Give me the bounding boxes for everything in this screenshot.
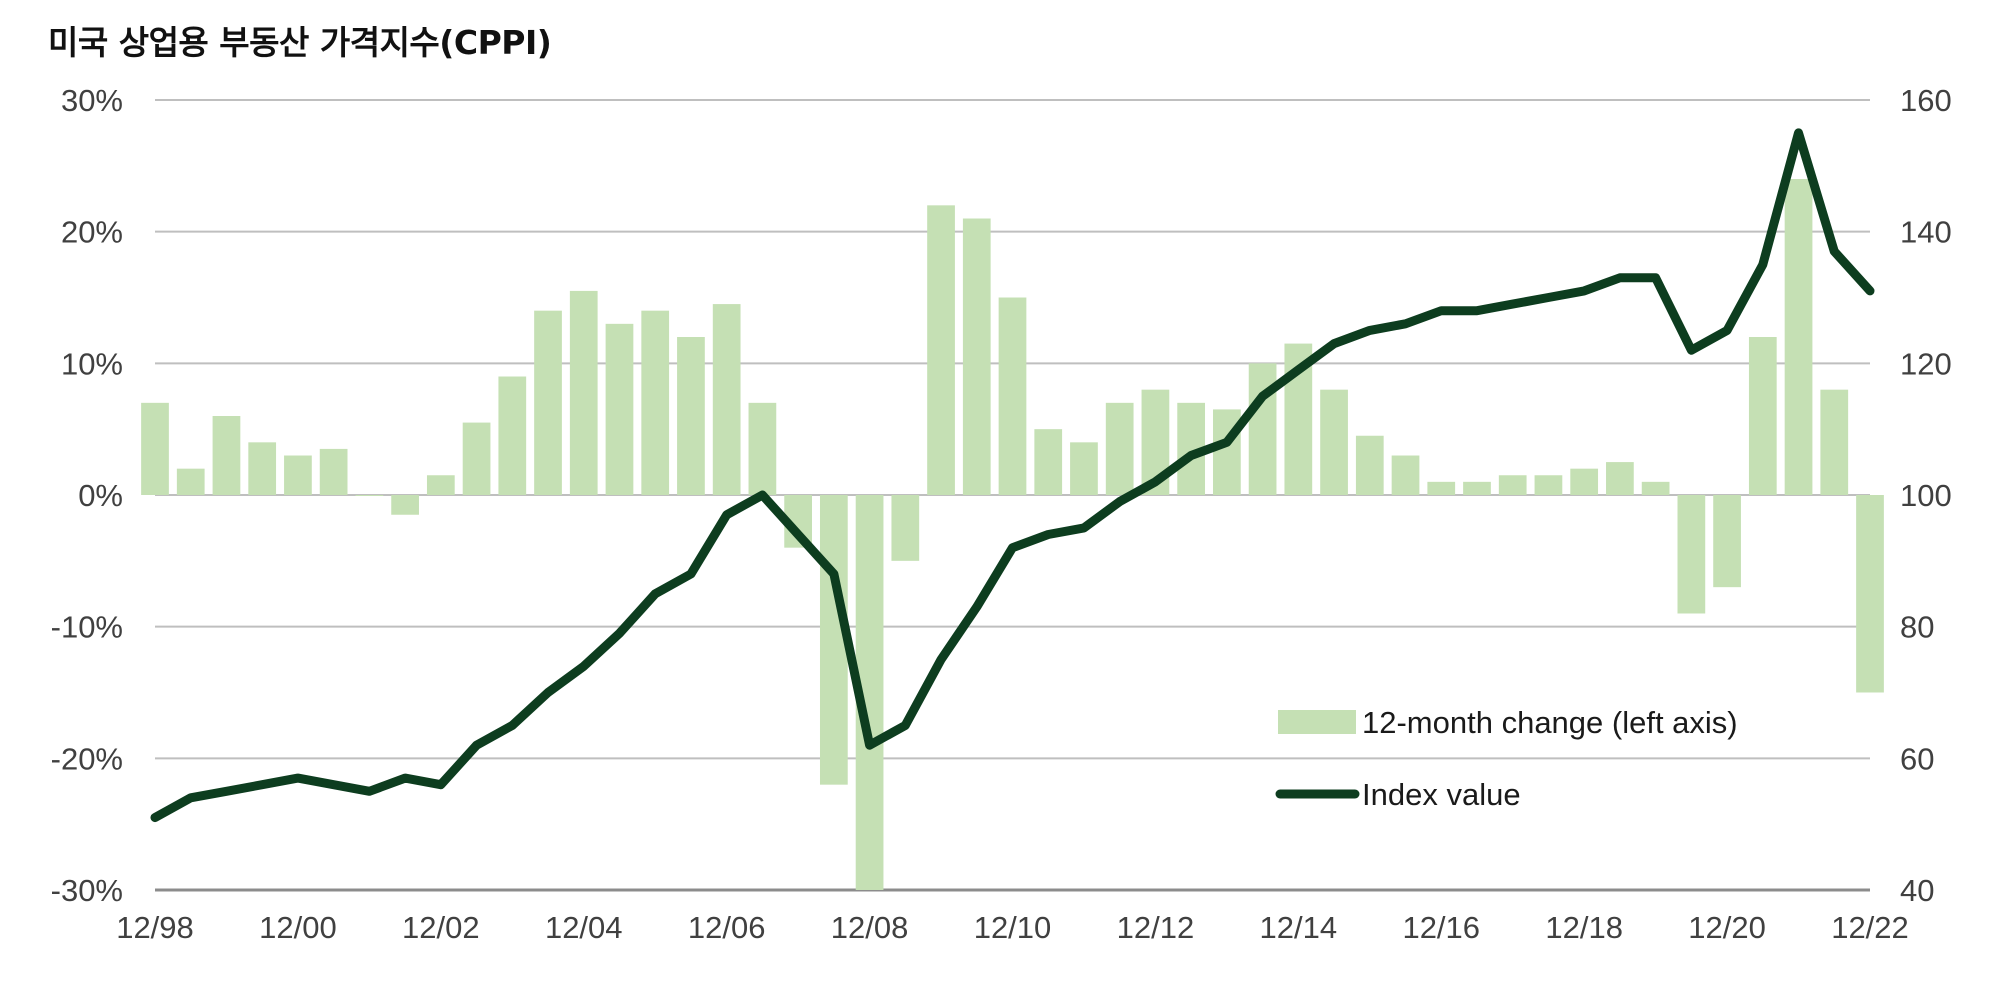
right-axis-tick-label: 160: [1900, 83, 1952, 118]
right-axis-tick-label: 60: [1900, 741, 1934, 776]
right-axis-tick-label: 80: [1900, 610, 1934, 645]
change-bar: [1355, 435, 1384, 495]
x-axis-tick-label: 12/98: [116, 910, 194, 945]
change-bar: [1641, 481, 1670, 495]
right-axis-tick-label: 140: [1900, 215, 1952, 250]
legend-label-line: Index value: [1362, 777, 1521, 812]
change-bar: [1820, 389, 1849, 495]
change-bar: [1534, 475, 1563, 495]
change-bar: [677, 337, 705, 495]
change-bar: [1856, 495, 1884, 693]
left-axis-tick-label: 20%: [61, 215, 123, 250]
change-bar: [462, 422, 491, 495]
change-bar: [355, 495, 384, 496]
x-axis-tick-label: 12/12: [1117, 910, 1195, 945]
x-axis-tick-label: 12/14: [1260, 910, 1338, 945]
change-bar: [641, 310, 670, 495]
change-bar: [1320, 389, 1348, 495]
x-axis-tick-label: 12/10: [974, 910, 1052, 945]
chart-title: 미국 상업용 부동산 가격지수(CPPI): [48, 23, 552, 62]
legend: 12-month change (left axis) Index value: [1275, 705, 1738, 812]
change-bar: [498, 376, 527, 495]
x-axis-tick-label: 12/04: [545, 910, 623, 945]
change-bar: [426, 475, 455, 495]
x-axis-tick-label: 12/20: [1688, 910, 1766, 945]
change-bars: [141, 179, 1884, 890]
right-axis-tick-label: 40: [1900, 873, 1934, 908]
change-bar: [248, 442, 277, 495]
change-bar: [1498, 475, 1527, 495]
change-bar: [534, 310, 562, 495]
index-line-layer: [150, 128, 1875, 823]
left-axis-tick-label: -10%: [51, 610, 123, 645]
change-bar: [1677, 495, 1706, 614]
x-axis-tick-label: 12/02: [402, 910, 480, 945]
x-axis-tick-label: 12/22: [1831, 910, 1909, 945]
left-axis-tick-label: -20%: [51, 741, 123, 776]
axes: 30% 160 20% 140 10% 120 0% 100 -10% 80 -20% 60 -30% 4…: [51, 83, 1952, 945]
change-bar: [1463, 481, 1491, 495]
left-axis-tick-label: 0%: [78, 478, 123, 513]
left-axis-tick-label: 30%: [61, 83, 123, 118]
right-axis-tick-label: 100: [1900, 478, 1952, 513]
legend-swatch-bars: [1278, 710, 1356, 734]
x-axis-tick-label: 12/00: [259, 910, 337, 945]
left-axis-tick-label: 10%: [61, 346, 123, 381]
change-bar: [962, 218, 991, 495]
change-bar: [1105, 402, 1134, 495]
change-bar: [1427, 481, 1456, 495]
change-bar: [1606, 462, 1634, 495]
change-bar: [284, 455, 312, 495]
change-bar: [141, 402, 169, 495]
change-bar: [1391, 455, 1420, 495]
change-bar: [1570, 468, 1599, 495]
change-bar: [891, 495, 920, 561]
x-axis-tick-label: 12/16: [1402, 910, 1480, 945]
index-value-line: [150, 128, 1875, 823]
x-axis-tick-label: 12/06: [688, 910, 766, 945]
change-bar: [569, 290, 598, 495]
change-bar: [391, 495, 419, 515]
change-bar: [748, 402, 777, 495]
change-bar: [1248, 363, 1277, 495]
change-bar: [176, 468, 205, 495]
change-bar: [1713, 495, 1741, 588]
change-bar: [605, 323, 634, 495]
change-bar: [1070, 442, 1098, 495]
change-bar: [927, 205, 955, 496]
right-axis-tick-label: 120: [1900, 346, 1952, 381]
change-bar: [1748, 337, 1777, 495]
x-axis-tick-label: 12/18: [1545, 910, 1623, 945]
change-bar: [998, 297, 1027, 495]
change-bar: [319, 448, 348, 495]
change-bar: [1784, 179, 1813, 495]
left-axis-tick-label: -30%: [51, 873, 123, 908]
change-bar: [712, 304, 741, 495]
change-bar: [1034, 429, 1063, 495]
x-axis-tick-label: 12/08: [831, 910, 909, 945]
legend-label-bars: 12-month change (left axis): [1362, 705, 1738, 740]
change-bar: [212, 416, 241, 495]
change-bar: [1213, 409, 1241, 495]
